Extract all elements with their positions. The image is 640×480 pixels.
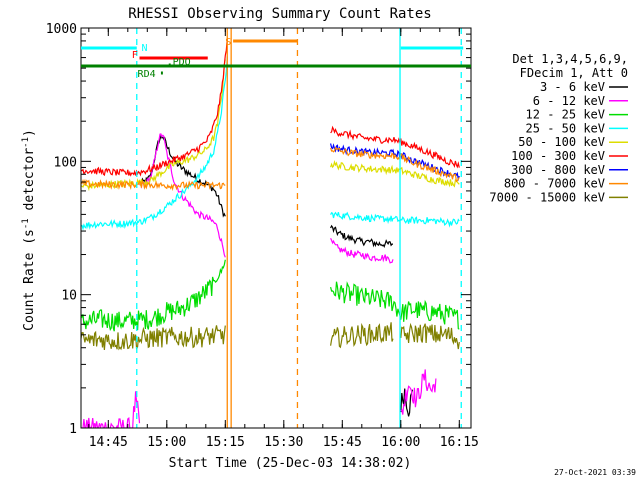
series-line-0-seg-1 [330,224,393,249]
y-tick-label-0: 1 [69,422,77,437]
y-axis: 1 10 100 1000 [46,22,471,437]
series-line-5-seg-0 [81,38,228,177]
legend-header-line2: FDecim 1, Att 0 [520,66,628,80]
y-axis-label-end: ) [22,129,37,137]
legend-label-5: 100 - 300 keV [511,149,605,163]
series-line-2-seg-1 [330,281,460,330]
y-axis-label: Count Rate (s-1 detector-1) [21,129,37,331]
plot-area [81,28,462,428]
series-line-3-seg-0 [81,56,228,231]
series-line-5-seg-1 [330,125,460,169]
x-tick-label-1: 15:00 [147,435,186,450]
series-line-8-seg-0 [81,325,226,351]
x-tick-label-4: 15:45 [323,435,362,450]
series-line-8-seg-2 [400,322,460,350]
legend-label-1: 6 - 12 keV [533,94,605,108]
state-label-f: F [132,50,138,61]
series-100-300kev-group [81,38,460,177]
state-label-s: S [225,37,231,48]
plot-frame [80,27,472,429]
series-line-1-seg-3 [400,369,437,415]
state-label-pdo: PDO [173,57,191,68]
series-line-2-seg-0 [81,259,226,332]
legend-label-3: 25 - 50 keV [526,121,605,135]
legend-label-2: 12 - 25 keV [526,108,605,122]
y-axis-label-sup1: -1 [21,218,31,229]
legend-label-8: 7000 - 15000 keV [489,190,605,204]
series-800-7000kev-group [81,146,460,192]
x-tick-label-5: 16:00 [381,435,420,450]
legend-label-4: 50 - 100 keV [518,135,605,149]
legend-header-line1: Det 1,3,4,5,6,9, [512,52,628,66]
x-tick-label-6: 16:15 [440,435,479,450]
series-25-50kev-group [81,56,460,231]
series-line-4-seg-1 [330,160,460,188]
x-tick-label-2: 15:15 [206,435,245,450]
legend-label-7: 800 - 7000 keV [504,177,605,191]
chart-title: RHESSI Observing Summary Count Rates [128,6,431,22]
state-label-rd4: RD4 [138,69,156,80]
series-line-1-seg-1 [138,133,226,258]
legend-label-0: 3 - 6 keV [540,80,605,94]
series-line-7-seg-1 [330,146,460,183]
series-line-8-seg-1 [330,322,394,349]
series-line-3-seg-1 [330,211,460,228]
x-axis-label: Start Time (25-Dec-03 14:38:02) [169,456,412,471]
y-tick-label-3: 1000 [46,22,77,37]
y-axis-label-sup2: -1 [21,137,31,148]
x-tick-label-3: 15:30 [264,435,303,450]
y-axis-label-mid: detector [22,148,37,219]
series-6-12kev-group [81,133,437,428]
footer-timestamp: 27-Oct-2021 03:39 [554,468,636,477]
y-tick-label-1: 10 [61,289,77,304]
legend: Det 1,3,4,5,6,9, FDecim 1, Att 0 3 - 6 k… [489,52,628,204]
x-axis: 14:45 15:00 15:15 15:30 15:45 16:00 16:15 [88,28,479,450]
series-line-0-seg-2 [400,388,414,417]
series-7000-15000kev-group [81,322,460,351]
state-label-n: N [141,43,147,54]
series-12-25kev-group [81,259,460,332]
y-tick-label-2: 100 [54,155,77,170]
series-line-7-seg-0 [81,178,226,192]
y-axis-label-main: Count Rate (s [22,229,37,331]
legend-label-6: 300 - 800 keV [511,163,605,177]
x-tick-label-0: 14:45 [89,435,128,450]
series-line-1-seg-2 [330,238,394,264]
